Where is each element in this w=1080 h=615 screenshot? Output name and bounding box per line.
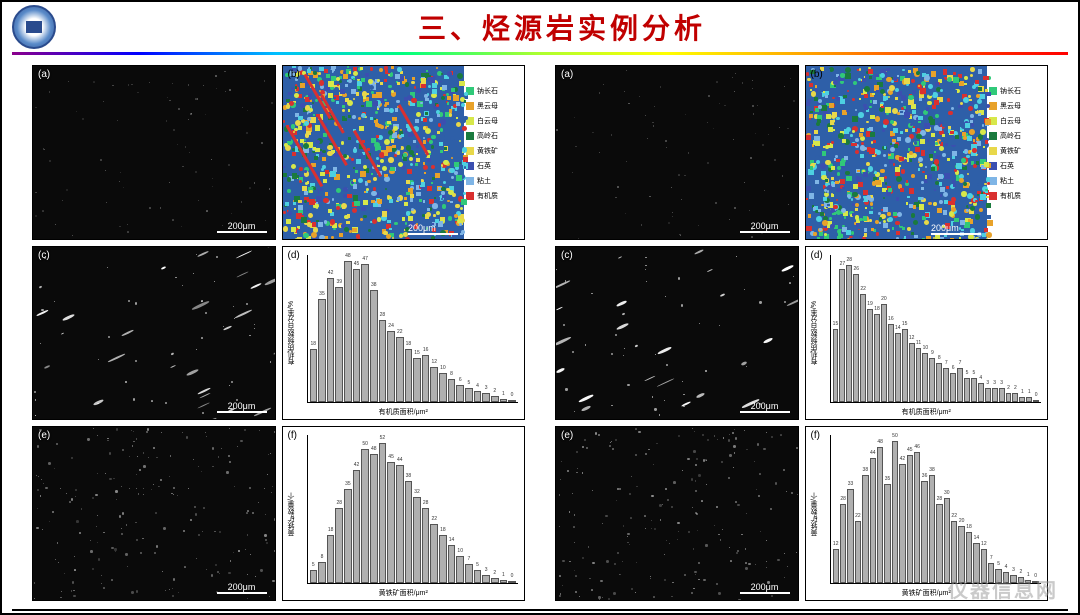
panel-label: (e) bbox=[38, 430, 50, 441]
panel-label: (b) bbox=[811, 69, 823, 80]
legend-item: 石英 bbox=[989, 161, 1045, 171]
content-grid: (a) 200μm (b) 200μm 钠长石黑云母白云母高岭石黄铁矿石英粘土有… bbox=[2, 61, 1078, 609]
y-axis-label: 有机质频数百分率/% bbox=[810, 301, 820, 365]
legend-item: 石英 bbox=[466, 161, 522, 171]
x-axis-label: 有机质面积/μm² bbox=[379, 407, 428, 417]
sem-image bbox=[33, 66, 275, 239]
mineral-legend: 钠长石黑云母白云母高岭石黄铁矿石英粘土有机质 bbox=[464, 66, 524, 239]
legend-item: 钠长石 bbox=[989, 86, 1045, 96]
panel-label: (d) bbox=[811, 250, 823, 261]
scale-bar: 200μm bbox=[217, 401, 267, 413]
right-panel-b: (b) 200μm 钠长石黑云母白云母高岭石黄铁矿石英粘土有机质 bbox=[805, 65, 1049, 240]
left-row-3: (e) 200μm (f) 黄铁矿数量/个 黄铁矿面积/μm² 58182835… bbox=[32, 426, 525, 601]
bar-chart: 有机质频数百分率/% 有机质面积/μm² 1835423948454738282… bbox=[283, 247, 525, 420]
sem-image bbox=[33, 247, 275, 420]
legend-item: 粘土 bbox=[466, 176, 522, 186]
panel-label: (f) bbox=[288, 430, 297, 441]
bar-chart: 有机质频数百分率/% 有机质面积/μm² 1527282622191820161… bbox=[806, 247, 1048, 420]
mineral-map: 200μm 钠长石黑云母白云母高岭石黄铁矿石英粘土有机质 bbox=[283, 66, 525, 239]
legend-item: 有机质 bbox=[466, 191, 522, 201]
left-panel-b: (b) 200μm 钠长石黑云母白云母高岭石黄铁矿石英粘土有机质 bbox=[282, 65, 526, 240]
panel-label: (f) bbox=[811, 430, 820, 441]
scale-bar: 200μm bbox=[217, 582, 267, 594]
x-axis-label: 黄铁矿面积/μm² bbox=[902, 588, 951, 598]
mineral-canvas: 200μm bbox=[806, 66, 988, 239]
legend-item: 黄铁矿 bbox=[466, 146, 522, 156]
legend-item: 有机质 bbox=[989, 191, 1045, 201]
x-axis-label: 黄铁矿面积/μm² bbox=[379, 588, 428, 598]
legend-item: 粘土 bbox=[989, 176, 1045, 186]
y-axis-label: 黄铁矿数量/个 bbox=[810, 492, 820, 536]
legend-item: 高岭石 bbox=[989, 131, 1045, 141]
watermark: 仪器信息网 bbox=[948, 574, 1058, 603]
panel-label: (b) bbox=[288, 69, 300, 80]
slide-header: 三、烃源岩实例分析 bbox=[2, 2, 1078, 52]
legend-item: 黑云母 bbox=[989, 101, 1045, 111]
panel-label: (c) bbox=[561, 250, 573, 261]
right-row-1: (a) 200μm (b) 200μm 钠长石黑云母白云母高岭石黄铁矿石英粘土有… bbox=[555, 65, 1048, 240]
left-panel-e: (e) 200μm bbox=[32, 426, 276, 601]
legend-item: 白云母 bbox=[466, 116, 522, 126]
left-row-2: (c) 200μm (d) 有机质频数百分率/% 有机质面积/μm² 18354… bbox=[32, 246, 525, 421]
chart-area: 5818283542504852454438322822181410753210 bbox=[307, 435, 519, 584]
sem-image bbox=[556, 247, 798, 420]
y-axis-label: 黄铁矿数量/个 bbox=[287, 492, 297, 536]
footer-line bbox=[12, 609, 1068, 611]
panel-label: (c) bbox=[38, 250, 50, 261]
right-panel-c: (c) 200μm bbox=[555, 246, 799, 421]
chart-area: 1835423948454738282422181516121086543210 bbox=[307, 255, 519, 404]
legend-item: 黑云母 bbox=[466, 101, 522, 111]
slide-title: 三、烃源岩实例分析 bbox=[56, 7, 1068, 47]
legend-item: 高岭石 bbox=[466, 131, 522, 141]
legend-item: 白云母 bbox=[989, 116, 1045, 126]
left-panel-d: (d) 有机质频数百分率/% 有机质面积/μm² 183542394845473… bbox=[282, 246, 526, 421]
left-panel-a: (a) 200μm bbox=[32, 65, 276, 240]
chart-area: 1228332238444835504245463638283022201814… bbox=[830, 435, 1042, 584]
right-panel-e: (e) 200μm bbox=[555, 426, 799, 601]
right-row-2: (c) 200μm (d) 有机质频数百分率/% 有机质面积/μm² 15272… bbox=[555, 246, 1048, 421]
chart-area: 1527282622191820161415121110987675543332… bbox=[830, 255, 1042, 404]
right-panel-d: (d) 有机质频数百分率/% 有机质面积/μm² 152728262219182… bbox=[805, 246, 1049, 421]
legend-item: 黄铁矿 bbox=[989, 146, 1045, 156]
scale-bar: 200μm bbox=[740, 582, 790, 594]
sem-image bbox=[33, 427, 275, 600]
university-logo bbox=[12, 5, 56, 49]
sem-image bbox=[556, 66, 798, 239]
right-panel-a: (a) 200μm bbox=[555, 65, 799, 240]
panel-label: (a) bbox=[561, 69, 573, 80]
panel-label: (d) bbox=[288, 250, 300, 261]
mineral-legend: 钠长石黑云母白云母高岭石黄铁矿石英粘土有机质 bbox=[987, 66, 1047, 239]
rainbow-divider bbox=[12, 52, 1068, 55]
scale-bar: 200μm bbox=[740, 401, 790, 413]
left-column: (a) 200μm (b) 200μm 钠长石黑云母白云母高岭石黄铁矿石英粘土有… bbox=[32, 65, 525, 601]
legend-item: 钠长石 bbox=[466, 86, 522, 96]
y-axis-label: 有机质频数百分率/% bbox=[287, 301, 297, 365]
sem-image bbox=[556, 427, 798, 600]
mineral-map: 200μm 钠长石黑云母白云母高岭石黄铁矿石英粘土有机质 bbox=[806, 66, 1048, 239]
scale-bar: 200μm bbox=[740, 221, 790, 233]
bar-chart: 黄铁矿数量/个 黄铁矿面积/μm² 5818283542504852454438… bbox=[283, 427, 525, 600]
panel-label: (e) bbox=[561, 430, 573, 441]
mineral-canvas: 200μm bbox=[283, 66, 465, 239]
panel-label: (a) bbox=[38, 69, 50, 80]
right-column: (a) 200μm (b) 200μm 钠长石黑云母白云母高岭石黄铁矿石英粘土有… bbox=[555, 65, 1048, 601]
x-axis-label: 有机质面积/μm² bbox=[902, 407, 951, 417]
left-row-1: (a) 200μm (b) 200μm 钠长石黑云母白云母高岭石黄铁矿石英粘土有… bbox=[32, 65, 525, 240]
scale-bar: 200μm bbox=[217, 221, 267, 233]
left-panel-f: (f) 黄铁矿数量/个 黄铁矿面积/μm² 581828354250485245… bbox=[282, 426, 526, 601]
left-panel-c: (c) 200μm bbox=[32, 246, 276, 421]
